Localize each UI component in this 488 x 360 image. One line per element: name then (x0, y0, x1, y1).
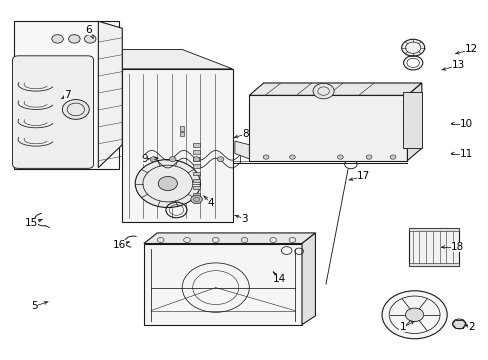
Bar (192, 143, 200, 147)
Polygon shape (143, 243, 302, 325)
Text: 11: 11 (459, 149, 472, 158)
Bar (192, 165, 200, 168)
Text: 15: 15 (24, 218, 38, 228)
Text: 2: 2 (468, 323, 474, 333)
Text: 4: 4 (207, 198, 214, 208)
Bar (192, 150, 200, 154)
Polygon shape (407, 83, 421, 161)
Circle shape (84, 35, 96, 43)
Text: 6: 6 (85, 25, 92, 35)
Text: 1: 1 (399, 323, 405, 333)
Bar (180, 126, 183, 131)
Bar (192, 186, 200, 189)
Circle shape (190, 195, 202, 204)
Text: 8: 8 (242, 129, 248, 139)
Circle shape (381, 291, 447, 339)
Circle shape (366, 155, 371, 159)
Text: 17: 17 (356, 171, 369, 181)
Text: 18: 18 (450, 242, 463, 252)
Bar (122, 69, 232, 222)
Circle shape (405, 308, 423, 321)
Bar (408, 228, 458, 266)
Circle shape (135, 159, 200, 207)
Circle shape (217, 157, 224, 162)
Circle shape (451, 319, 465, 329)
Bar (408, 228, 458, 231)
Bar (180, 132, 183, 136)
Circle shape (289, 155, 295, 159)
Polygon shape (402, 92, 421, 148)
Circle shape (68, 35, 80, 43)
Circle shape (52, 35, 63, 43)
Polygon shape (122, 49, 232, 69)
Text: 3: 3 (241, 214, 247, 224)
Bar (192, 171, 200, 175)
Text: 7: 7 (64, 90, 70, 100)
Polygon shape (143, 233, 315, 243)
Text: 9: 9 (141, 154, 148, 164)
Polygon shape (249, 95, 407, 161)
Text: 10: 10 (459, 118, 472, 129)
Circle shape (158, 176, 177, 190)
Circle shape (62, 100, 89, 119)
Text: 16: 16 (112, 240, 125, 250)
Circle shape (401, 39, 424, 56)
Bar (192, 193, 200, 196)
Polygon shape (302, 233, 315, 325)
Bar (408, 263, 458, 266)
Text: 14: 14 (272, 274, 285, 284)
Circle shape (193, 157, 200, 162)
Polygon shape (249, 83, 421, 95)
Bar (192, 157, 200, 161)
Circle shape (337, 155, 343, 159)
Circle shape (169, 157, 176, 162)
Polygon shape (234, 141, 249, 159)
Bar (14, 21, 119, 170)
FancyBboxPatch shape (13, 56, 93, 168)
Text: 12: 12 (464, 45, 477, 54)
Bar (192, 179, 200, 182)
Text: 5: 5 (31, 301, 38, 311)
Circle shape (312, 83, 333, 99)
Circle shape (150, 157, 157, 162)
Text: 13: 13 (451, 60, 464, 70)
Polygon shape (98, 21, 122, 168)
Circle shape (389, 155, 395, 159)
Circle shape (263, 155, 268, 159)
